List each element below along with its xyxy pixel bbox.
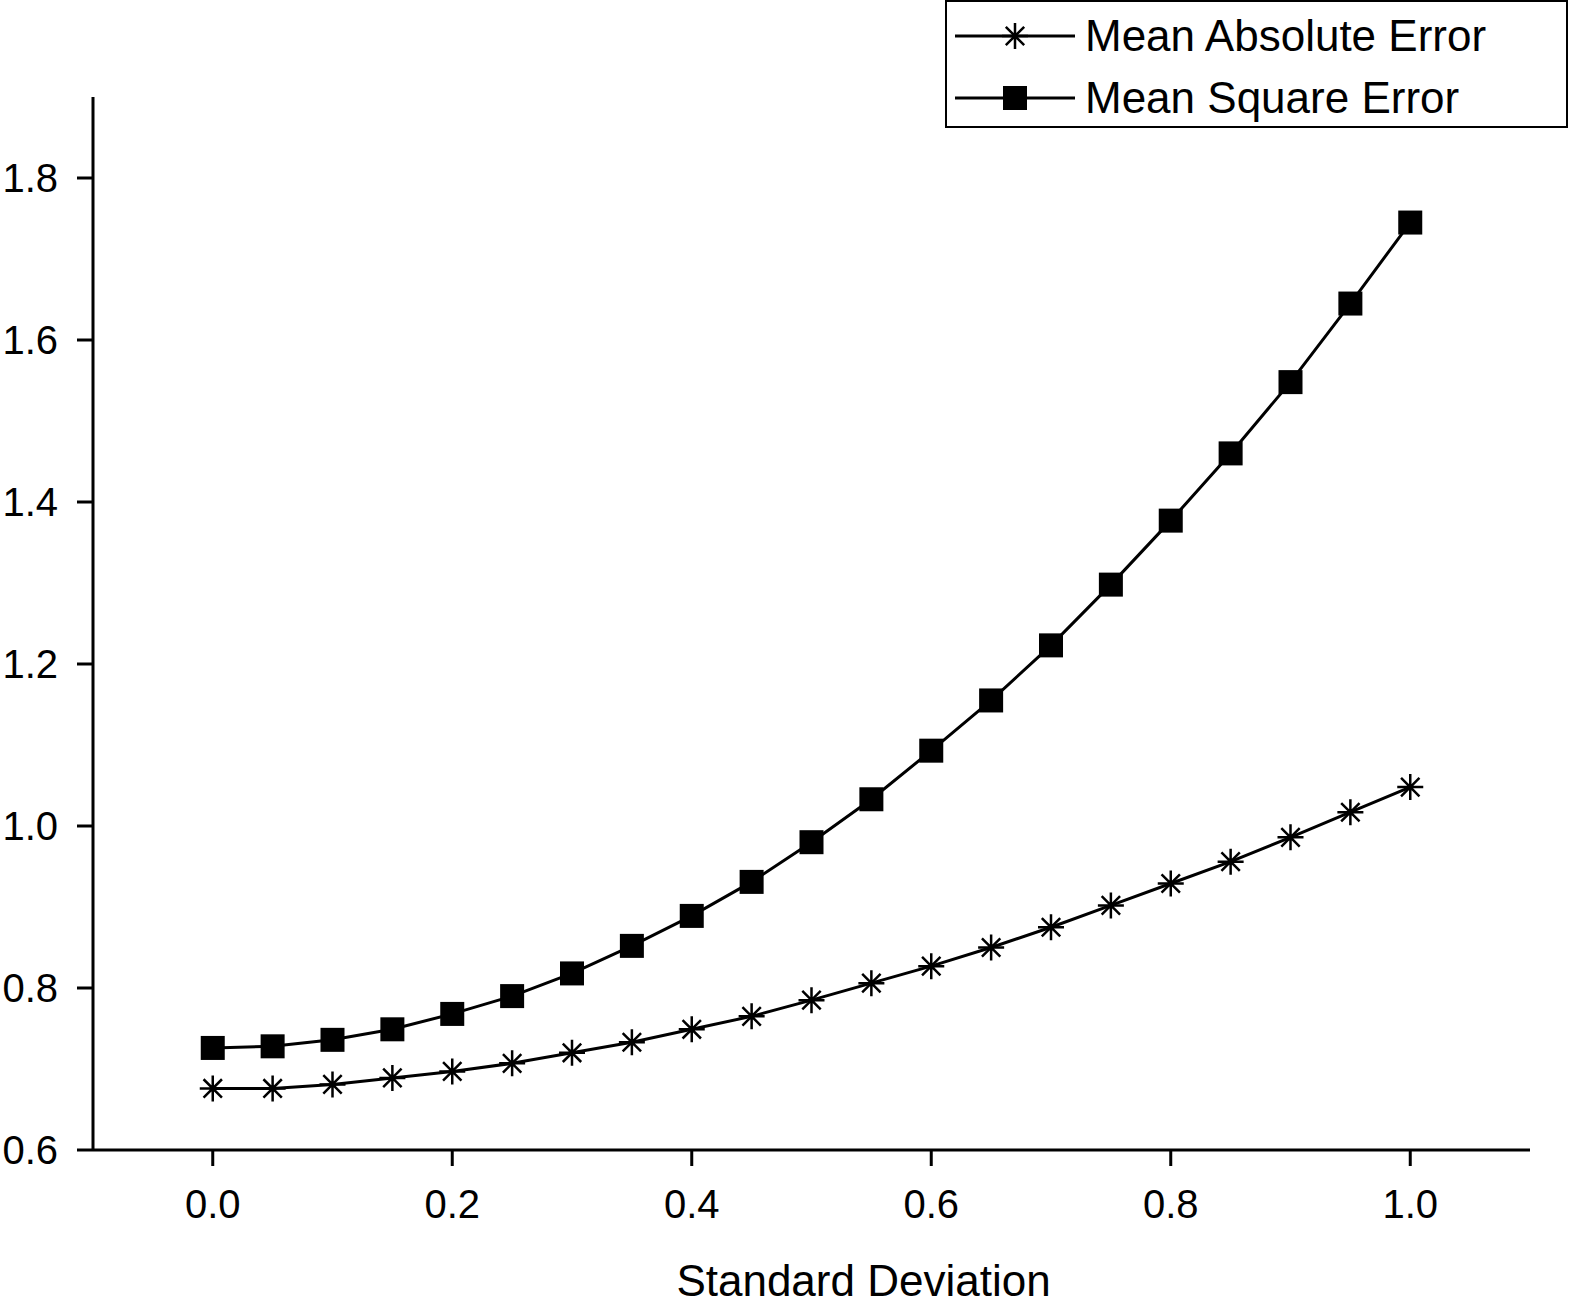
square-marker [1398, 211, 1422, 235]
star-marker [1158, 871, 1184, 897]
star-marker [858, 970, 884, 996]
x-axis-title: Standard Deviation [676, 1256, 1050, 1305]
star-marker [1278, 824, 1304, 850]
square-marker [1279, 370, 1303, 394]
square-marker [261, 1034, 285, 1058]
y-tick [77, 825, 93, 828]
square-marker [500, 984, 524, 1008]
square-marker [1219, 441, 1243, 465]
square-marker [201, 1036, 225, 1060]
y-tick-label: 1.0 [2, 804, 58, 848]
x-tick-label: 0.8 [1143, 1182, 1199, 1226]
star-marker [439, 1058, 465, 1084]
star-marker [1038, 914, 1064, 940]
plot-area [200, 211, 1424, 1102]
square-marker [979, 688, 1003, 712]
square-marker [560, 961, 584, 985]
square-marker [1338, 292, 1362, 316]
star-marker [499, 1050, 525, 1076]
x-tick-label: 1.0 [1382, 1182, 1438, 1226]
x-tick-label: 0.4 [664, 1182, 720, 1226]
legend: Mean Absolute Error Mean Square Error [946, 1, 1567, 127]
y-tick [77, 177, 93, 180]
y-tick-label: 1.2 [2, 642, 58, 686]
square-marker [1099, 573, 1123, 597]
square-marker [1159, 509, 1183, 533]
square-marker [380, 1017, 404, 1041]
x-tick-label: 0.2 [424, 1182, 480, 1226]
star-marker [1002, 23, 1028, 49]
square-marker [740, 870, 764, 894]
square-marker [321, 1028, 345, 1052]
star-marker [320, 1071, 346, 1097]
square-marker [680, 904, 704, 928]
legend-box [946, 1, 1567, 127]
star-marker [379, 1065, 405, 1091]
star-marker [1337, 799, 1363, 825]
star-marker [739, 1003, 765, 1029]
x-tick [690, 1150, 693, 1166]
y-tick [77, 339, 93, 342]
star-marker [799, 987, 825, 1013]
y-tick-label: 0.8 [2, 966, 58, 1010]
square-marker [440, 1002, 464, 1026]
y-tick-label: 0.6 [2, 1128, 58, 1172]
series-line [213, 223, 1411, 1048]
star-marker [679, 1016, 705, 1042]
y-tick-label: 1.4 [2, 480, 58, 524]
x-tick [1409, 1150, 1412, 1166]
legend-label: Mean Square Error [1085, 73, 1459, 122]
star-marker [619, 1029, 645, 1055]
x-axis [93, 1149, 1530, 1152]
y-tick [77, 663, 93, 666]
series-line [213, 787, 1411, 1088]
star-marker [1397, 774, 1423, 800]
star-marker [559, 1040, 585, 1066]
square-marker [859, 787, 883, 811]
star-marker [200, 1075, 226, 1101]
x-tick [451, 1150, 454, 1166]
chart: 0.6 0.8 1.0 1.2 1.4 1.6 1.8 0.0 0.2 0.4 0.6 0.8 1.0 S… [0, 0, 1576, 1309]
y-tick-label: 1.6 [2, 318, 58, 362]
square-marker [800, 830, 824, 854]
star-marker [978, 935, 1004, 961]
x-tick [930, 1150, 933, 1166]
star-marker [918, 953, 944, 979]
y-axis [92, 97, 95, 1150]
y-tick-label: 1.8 [2, 156, 58, 200]
legend-label: Mean Absolute Error [1085, 11, 1486, 60]
star-marker [1218, 849, 1244, 875]
star-marker [1098, 892, 1124, 918]
square-marker [919, 739, 943, 763]
star-marker [260, 1075, 286, 1101]
square-marker [1003, 86, 1027, 110]
y-tick [77, 987, 93, 990]
x-tick-label: 0.6 [903, 1182, 959, 1226]
x-tick-label: 0.0 [185, 1182, 241, 1226]
x-tick [211, 1150, 214, 1166]
x-tick [1169, 1150, 1172, 1166]
y-tick [77, 1149, 93, 1152]
square-marker [620, 934, 644, 958]
y-tick [77, 501, 93, 504]
square-marker [1039, 633, 1063, 657]
